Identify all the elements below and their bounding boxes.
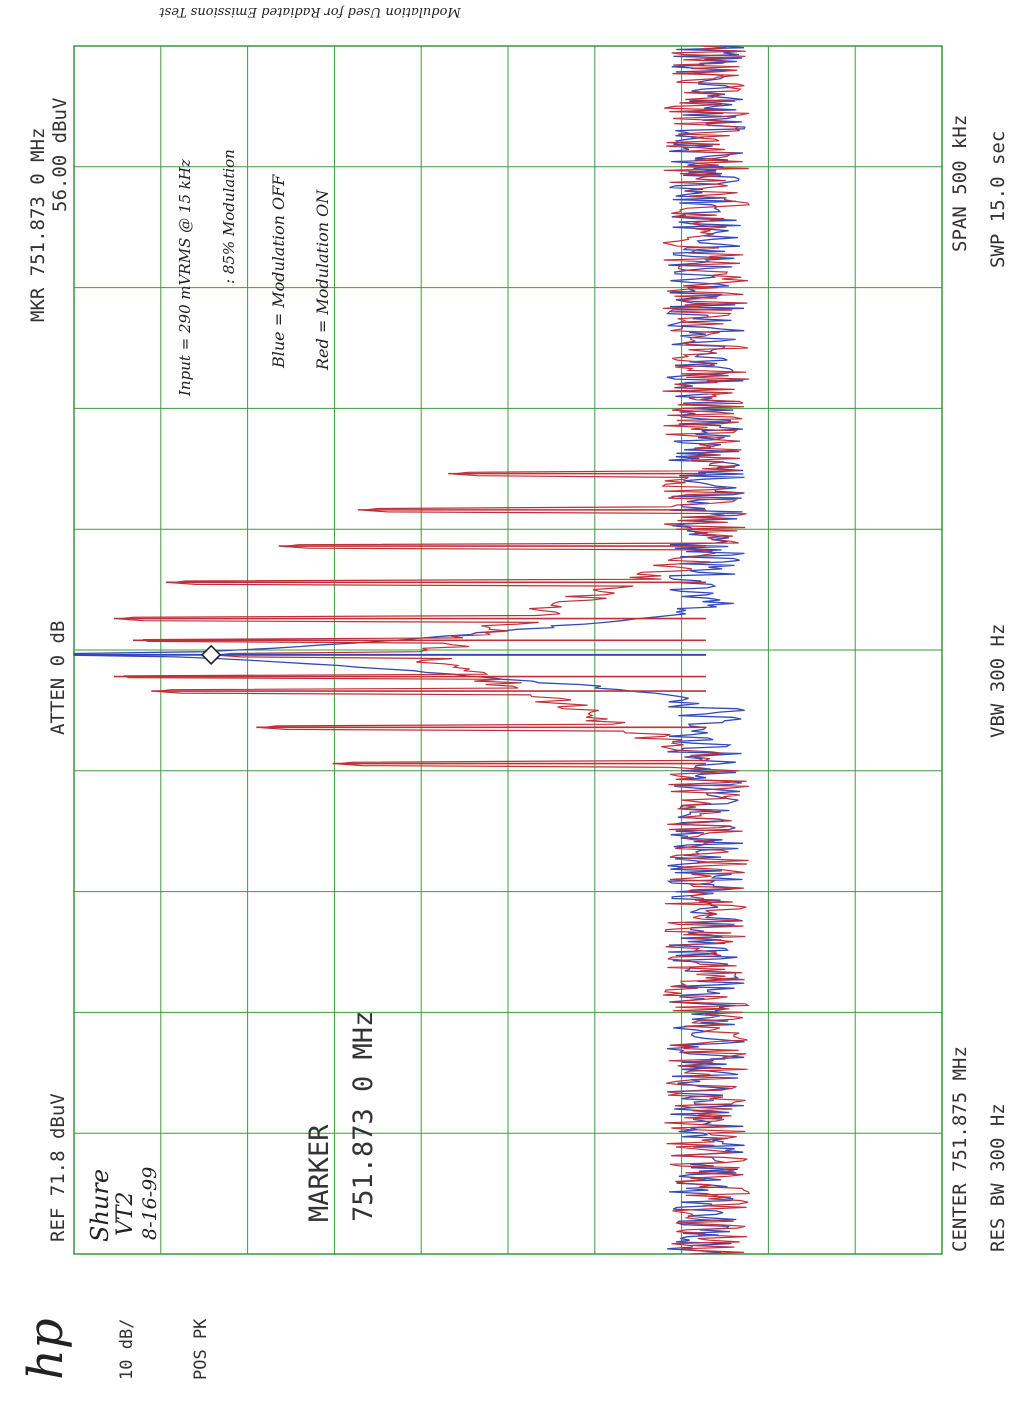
atten-label: ATTEN 0 dB [47,621,69,735]
annotations: hp 10 dB/ POS PK REF 71.8 dBuV ATTEN 0 d… [18,98,1009,1380]
traces [73,45,751,1255]
trace-modulation-on [118,45,751,1255]
test-date: 8-16-99 [139,1167,161,1240]
detector-label: POS PK [191,1318,211,1380]
ref-level-label: REF 71.8 dBuV [47,1093,69,1242]
device-name: Shure [86,1169,114,1242]
device-model: VT2 [113,1191,138,1236]
center-freq-label: CENTER 751.875 MHz [949,1046,971,1252]
sweep-label: SWP 15.0 sec [987,131,1009,268]
page-title: Modulation Used for Radiated Emissions T… [159,4,462,19]
res-bw-label: RES BW 300 Hz [987,1103,1009,1252]
marker-value: 751.873 0 MHz [348,1011,379,1222]
modulation-note: : 85% Modulation [220,149,238,284]
scale-label: 10 dB/ [117,1319,137,1380]
legend-blue-label: Blue = Modulation OFF [269,174,288,369]
marker-diamond [201,644,222,665]
marker-label: MARKER [304,1124,335,1222]
legend-red-label: Red = Modulation ON [313,189,332,371]
span-label: SPAN 500 kHz [949,115,971,252]
input-note: Input = 290 mVRMS @ 15 kHz [176,159,194,397]
vbw-label: VBW 300 Hz [987,624,1009,738]
hp-logo: hp [18,1318,74,1380]
marker-readout-level: 56.00 dBuV [49,98,71,212]
marker-readout-freq: MKR 751.873 0 MHz [27,128,49,322]
graticule [73,45,943,1255]
